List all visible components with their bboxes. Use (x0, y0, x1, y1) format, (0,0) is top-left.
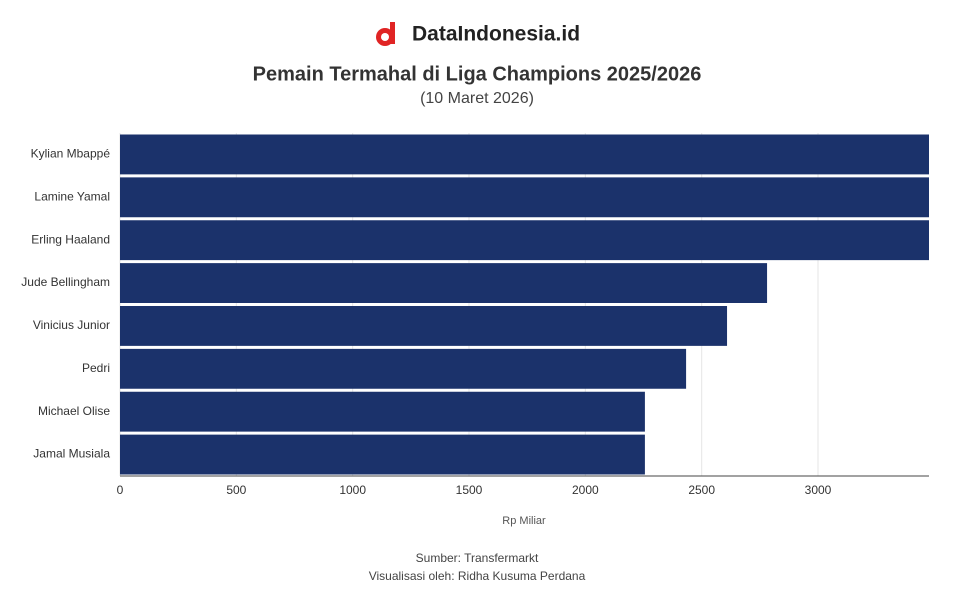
chart-title: Pemain Termahal di Liga Champions 2025/2… (253, 63, 702, 85)
y-tick-label: Jamal Musiala (33, 447, 110, 461)
bar (120, 220, 929, 261)
x-tick-label: 0 (117, 483, 124, 497)
y-tick-label: Michael Olise (38, 404, 110, 418)
logo-icon (376, 22, 395, 46)
x-tick-label: 1500 (456, 483, 483, 497)
y-tick-label: Lamine Yamal (34, 189, 110, 203)
bar (120, 348, 687, 389)
y-tick-label: Jude Bellingham (21, 275, 110, 289)
y-tick-label: Pedri (82, 361, 110, 375)
bar (120, 434, 645, 475)
y-tick-label: Vinicius Junior (33, 318, 110, 332)
bar (120, 263, 768, 303)
logo-text: DataIndonesia.id (412, 23, 580, 46)
x-tick-label: 2000 (572, 483, 599, 497)
bar (120, 306, 728, 346)
bar (120, 177, 929, 218)
chart-subtitle: (10 Maret 2026) (420, 90, 534, 107)
x-axis-label: Rp Miliar (502, 515, 546, 527)
credit: Visualisasi oleh: Ridha Kusuma Perdana (369, 569, 586, 583)
bar (120, 391, 645, 432)
bar (120, 134, 929, 175)
y-tick-label: Erling Haaland (31, 232, 110, 246)
x-tick-label: 1000 (339, 483, 366, 497)
x-tick-label: 3000 (805, 483, 832, 497)
source: Sumber: Transfermarkt (416, 551, 539, 565)
y-tick-label: Kylian Mbappé (31, 147, 111, 161)
x-tick-label: 2500 (688, 483, 715, 497)
x-tick-label: 500 (226, 483, 246, 497)
